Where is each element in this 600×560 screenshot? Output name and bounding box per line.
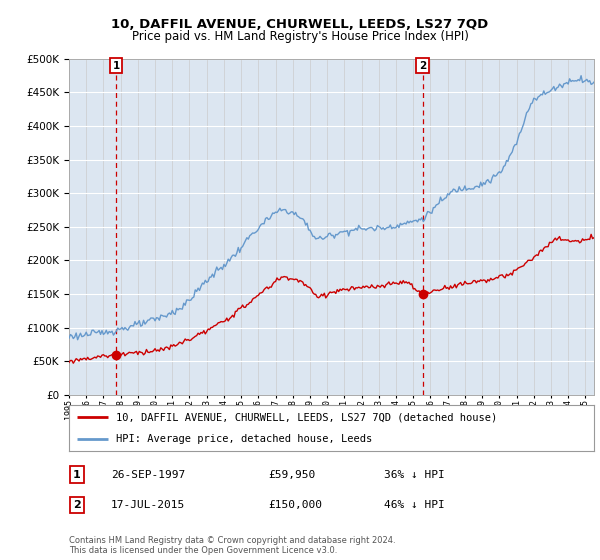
Text: 46% ↓ HPI: 46% ↓ HPI [384, 500, 445, 510]
Text: 10, DAFFIL AVENUE, CHURWELL, LEEDS, LS27 7QD (detached house): 10, DAFFIL AVENUE, CHURWELL, LEEDS, LS27… [116, 412, 497, 422]
Text: 36% ↓ HPI: 36% ↓ HPI [384, 470, 445, 479]
Text: 1: 1 [112, 60, 119, 71]
Text: 26-SEP-1997: 26-SEP-1997 [111, 470, 185, 479]
Text: 2: 2 [73, 500, 81, 510]
Text: Price paid vs. HM Land Registry's House Price Index (HPI): Price paid vs. HM Land Registry's House … [131, 30, 469, 43]
Text: 1: 1 [73, 470, 81, 479]
Text: 2: 2 [419, 60, 426, 71]
Text: £150,000: £150,000 [269, 500, 323, 510]
Text: HPI: Average price, detached house, Leeds: HPI: Average price, detached house, Leed… [116, 435, 373, 444]
Text: Contains HM Land Registry data © Crown copyright and database right 2024.
This d: Contains HM Land Registry data © Crown c… [69, 536, 395, 556]
Text: 10, DAFFIL AVENUE, CHURWELL, LEEDS, LS27 7QD: 10, DAFFIL AVENUE, CHURWELL, LEEDS, LS27… [112, 18, 488, 31]
Text: £59,950: £59,950 [269, 470, 316, 479]
Text: 17-JUL-2015: 17-JUL-2015 [111, 500, 185, 510]
